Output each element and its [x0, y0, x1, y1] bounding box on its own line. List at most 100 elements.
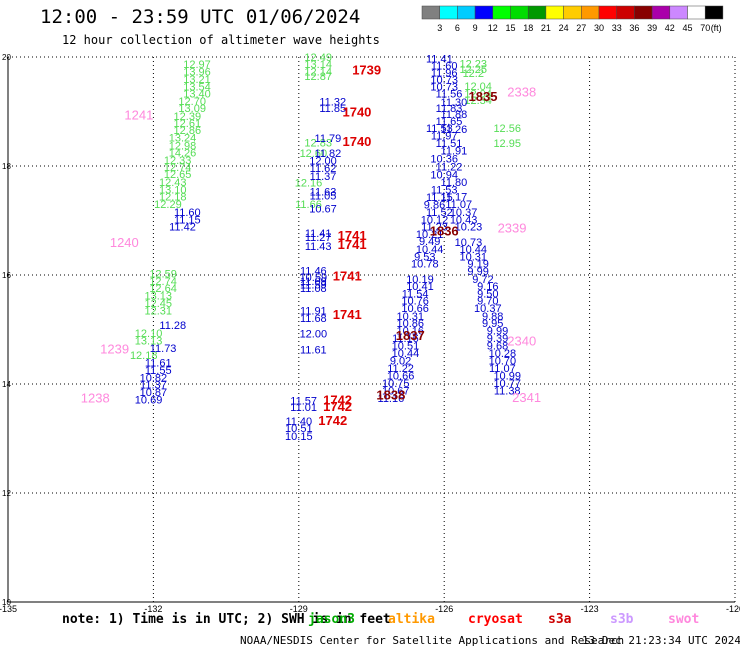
data-label-altika: 11.54 — [402, 289, 429, 301]
data-label-altika: 10.44 — [416, 244, 444, 256]
data-label-altika: 10.21 — [416, 229, 444, 241]
data-label-jason3: 12.59 — [149, 268, 177, 280]
data-label-altika: 11.60 — [174, 207, 201, 219]
data-label-altika: 10.23 — [455, 221, 483, 233]
data-label-jason3: 12.86 — [174, 125, 202, 137]
data-label-jason3: 12.65 — [164, 169, 192, 181]
data-label-altika: 10.43 — [450, 214, 478, 226]
data-label-altika: 9.95 — [482, 318, 503, 330]
data-label-altika: 10.59 — [300, 272, 328, 284]
data-label-altika: 11.27 — [305, 232, 332, 244]
x-tick-label: -123 — [581, 604, 599, 614]
data-label-jason3: 12.64 — [149, 283, 177, 295]
colorbar-label: 42 — [665, 23, 675, 33]
data-label-altika: 9.86 — [424, 200, 445, 212]
data-label-altika: 11.05 — [310, 190, 337, 202]
legend-jason3: jason3 — [308, 612, 355, 627]
data-label-jason3: 13.10 — [159, 184, 187, 196]
colorbar-label: 21 — [541, 23, 551, 33]
data-label-cryosat: 1740 — [342, 134, 371, 149]
data-label-altika: 9.49 — [419, 236, 440, 248]
data-label-altika: 11.07 — [445, 199, 472, 211]
data-label-altika: 10.82 — [140, 372, 168, 384]
data-label-jason3: 12.56 — [493, 123, 521, 135]
data-label-jason3: 12.2 — [463, 68, 484, 80]
data-label-jason3: 12.04 — [464, 81, 492, 93]
data-label-altika: 10.73 — [455, 237, 483, 249]
data-label-altika: 10.70 — [489, 356, 517, 368]
legend-swot: swot — [668, 612, 700, 627]
data-label-altika: 9.39 — [487, 333, 508, 345]
data-label-altika: 10.77 — [493, 378, 521, 390]
data-label-altika: 11.28 — [159, 320, 186, 332]
data-label-swot: 2340 — [507, 333, 536, 348]
data-label-altika: 11.53 — [431, 184, 458, 196]
data-label-jason3: 12.29 — [154, 199, 182, 211]
data-label-altika: 10.12 — [421, 214, 449, 226]
data-label-jason3: 13.24 — [169, 133, 197, 145]
colorbar-label: 24 — [559, 23, 569, 33]
x-tick-label: -126 — [435, 604, 453, 614]
data-label-altika: 10.31 — [460, 251, 488, 263]
data-label-altika: 11.15 — [426, 192, 453, 204]
data-label-altika: 11.37 — [140, 380, 167, 392]
data-label-jason3: 12.25 — [460, 64, 488, 76]
data-label-altika: 11.82 — [315, 148, 342, 160]
data-label-jason3: 12.43 — [159, 177, 187, 189]
data-label-altika: 10.76 — [401, 296, 429, 308]
data-label-altika: 10.19 — [406, 274, 434, 286]
data-label-altika: 10.86 — [397, 318, 425, 330]
data-label-jason3: 12.49 — [304, 52, 332, 64]
data-label-altika: 11.65 — [436, 116, 463, 128]
data-label-jason3: 13.13 — [135, 335, 163, 347]
data-label-altika: 10.94 — [430, 170, 458, 182]
colorbar-label: 27 — [576, 23, 586, 33]
legend-altika: altika — [388, 612, 435, 627]
y-tick-label: 16 — [2, 271, 11, 280]
data-label-jason3: 13.14 — [304, 59, 332, 71]
data-label-altika: 11.01 — [290, 402, 317, 414]
data-label-altika: 11.62 — [310, 163, 337, 175]
data-label-altika: 9.02 — [390, 356, 411, 368]
data-label-altika: 10.99 — [493, 370, 521, 382]
y-tick-label: 18 — [2, 162, 11, 171]
data-label-altika: 10.15 — [285, 431, 313, 443]
colorbar-label: 18 — [523, 23, 533, 33]
legend-s3a: s3a — [548, 612, 572, 627]
data-label-altika: 11.83 — [436, 103, 463, 115]
data-label-jason3: 12.34 — [464, 95, 492, 107]
data-label-altika: 9.72 — [472, 274, 493, 286]
data-label-swot: 1240 — [110, 235, 139, 250]
data-label-altika: 10.73 — [430, 81, 458, 93]
data-label-altika: 11.52 — [426, 207, 453, 219]
data-label-altika: 11.40 — [285, 416, 312, 428]
y-tick-label: 10 — [2, 598, 11, 607]
data-label-cryosat: 1740 — [342, 105, 371, 120]
data-label-s3a: 1836 — [430, 223, 459, 238]
data-label-altika: 11.85 — [319, 103, 346, 115]
data-label-altika: 11.42 — [169, 221, 196, 233]
data-label-altika: 11.32 — [319, 97, 346, 109]
data-label-jason3: 12.18 — [130, 350, 158, 362]
colorbar-label: 30 — [594, 23, 604, 33]
data-label-altika: 11.30 — [441, 97, 468, 109]
data-label-jason3: 13.13 — [144, 291, 172, 303]
data-label-jason3: 12.83 — [304, 138, 332, 150]
data-label-swot: 1239 — [100, 342, 129, 357]
data-label-altika: 10.66 — [387, 370, 415, 382]
chart-title: 12:00 - 23:59 UTC 01/06/2024 — [40, 6, 361, 28]
data-label-altika: 11.59 — [300, 279, 327, 291]
data-label-s3a: 1835 — [469, 89, 498, 104]
data-label-altika: 9.53 — [414, 251, 435, 263]
data-label-altika: 11.17 — [441, 192, 468, 204]
data-label-altika: 11.37 — [310, 171, 337, 183]
data-label-altika: 11.73 — [150, 343, 177, 355]
colorbar-label: 9 — [473, 23, 478, 33]
data-label-jason3: 12.45 — [144, 298, 172, 310]
data-label-jason3: 12.39 — [174, 111, 202, 123]
data-label-altika: 10.66 — [401, 303, 429, 315]
data-label-altika: 11.16 — [392, 333, 419, 345]
data-label-altika: 9.99 — [487, 326, 508, 338]
data-label-altika: 11.68 — [300, 313, 327, 325]
data-label-swot: 1238 — [81, 391, 110, 406]
